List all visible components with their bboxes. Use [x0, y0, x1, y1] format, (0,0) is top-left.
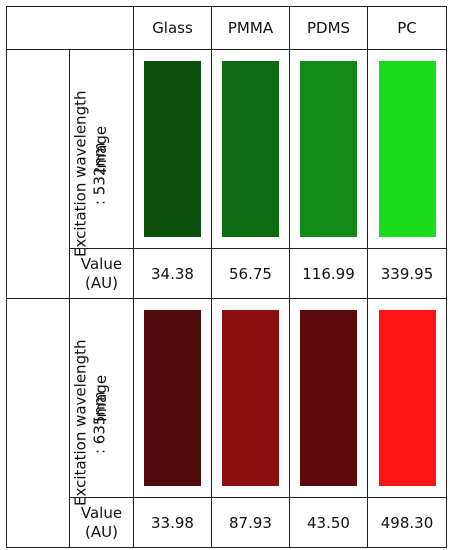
image-cell-pdms-635 — [289, 298, 368, 498]
group-label-635-text: Excitation wavelength : 635nm — [71, 339, 109, 507]
corner-cell — [6, 6, 134, 50]
fluorescence-swatch — [300, 61, 357, 237]
group-label-532: Excitation wavelength : 532nm — [6, 49, 108, 299]
image-cell-pdms-532 — [289, 49, 368, 249]
image-row-532: Excitation wavelength : 532nm Image — [6, 49, 447, 299]
image-cell-pc-532 — [367, 49, 447, 249]
fluorescence-swatch — [378, 61, 436, 237]
value-cell-glass-635: 33.98 — [133, 497, 212, 548]
value-cell-pdms-635: 43.50 — [289, 497, 368, 548]
column-header-glass: Glass — [133, 6, 212, 50]
column-header-pc: PC — [367, 6, 447, 50]
fluorescence-swatch — [222, 310, 279, 486]
comparison-table: Glass PMMA PDMS PC Excitation wavelength… — [6, 6, 447, 548]
image-cell-glass-635 — [133, 298, 212, 498]
group-label-635: Excitation wavelength : 635nm — [6, 298, 108, 548]
value-cell-pmma-635: 87.93 — [211, 497, 290, 548]
image-cell-pmma-532 — [211, 49, 290, 249]
value-cell-pc-532: 339.95 — [367, 248, 447, 299]
header-row: Glass PMMA PDMS PC — [6, 6, 447, 50]
value-cell-pdms-532: 116.99 — [289, 248, 368, 299]
fluorescence-swatch — [378, 310, 436, 486]
group-label-532-text: Excitation wavelength : 532nm — [71, 90, 109, 258]
value-row-635: Value (AU) 33.98 87.93 43.50 498.30 — [7, 497, 447, 548]
fluorescence-swatch — [144, 310, 201, 486]
image-label-532: Image — [69, 49, 134, 249]
column-header-pmma: PMMA — [211, 6, 290, 50]
image-label-635: Image — [69, 298, 134, 498]
fluorescence-swatch — [144, 61, 201, 237]
value-cell-pc-635: 498.30 — [367, 497, 447, 548]
fluorescence-swatch — [300, 310, 357, 486]
value-cell-glass-532: 34.38 — [133, 248, 212, 299]
value-cell-pmma-532: 56.75 — [211, 248, 290, 299]
column-header-pdms: PDMS — [289, 6, 368, 50]
image-cell-pc-635 — [367, 298, 447, 498]
fluorescence-swatch — [222, 61, 279, 237]
image-cell-pmma-635 — [211, 298, 290, 498]
image-row-635: Excitation wavelength : 635nm Image — [6, 298, 447, 548]
image-cell-glass-532 — [133, 49, 212, 249]
